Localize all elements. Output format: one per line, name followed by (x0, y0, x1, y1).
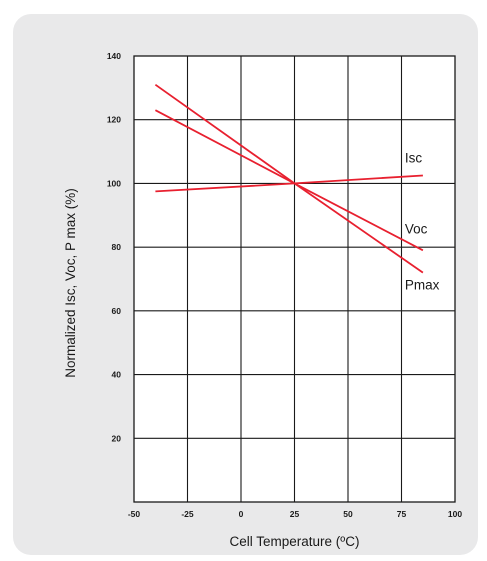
x-tick-label: 75 (397, 509, 407, 519)
y-tick-label: 100 (107, 178, 121, 188)
x-tick-label: -25 (181, 509, 194, 519)
series-line-pmax (154, 83, 424, 274)
x-tick-label: -50 (128, 509, 141, 519)
y-axis-label: Normalized Isc, Voc, P max (%) (63, 188, 78, 378)
series-label-isc: Isc (405, 150, 423, 165)
x-tick-label: 50 (343, 509, 353, 519)
y-tick-label: 80 (112, 242, 122, 252)
x-tick-label: 100 (448, 509, 462, 519)
x-tick-label: 25 (290, 509, 300, 519)
y-tick-label: 120 (107, 115, 121, 125)
series-lines (154, 83, 424, 274)
y-tick-label: 60 (112, 306, 122, 316)
x-axis-label: Cell Temperature (ºC) (230, 534, 360, 549)
y-tick-label: 140 (107, 51, 121, 61)
x-tick-label: 0 (239, 509, 244, 519)
y-tick-label: 40 (112, 370, 122, 380)
series-labels: Isc Voc Pmax (405, 150, 440, 292)
y-tick-label: 20 (112, 433, 122, 443)
series-label-pmax: Pmax (405, 278, 440, 293)
series-label-voc: Voc (405, 221, 428, 236)
grid-lines (134, 56, 455, 502)
x-axis-ticks: -50 -25 0 25 50 75 100 (128, 509, 463, 519)
y-axis-ticks: 20 40 60 80 100 120 140 (107, 51, 121, 443)
